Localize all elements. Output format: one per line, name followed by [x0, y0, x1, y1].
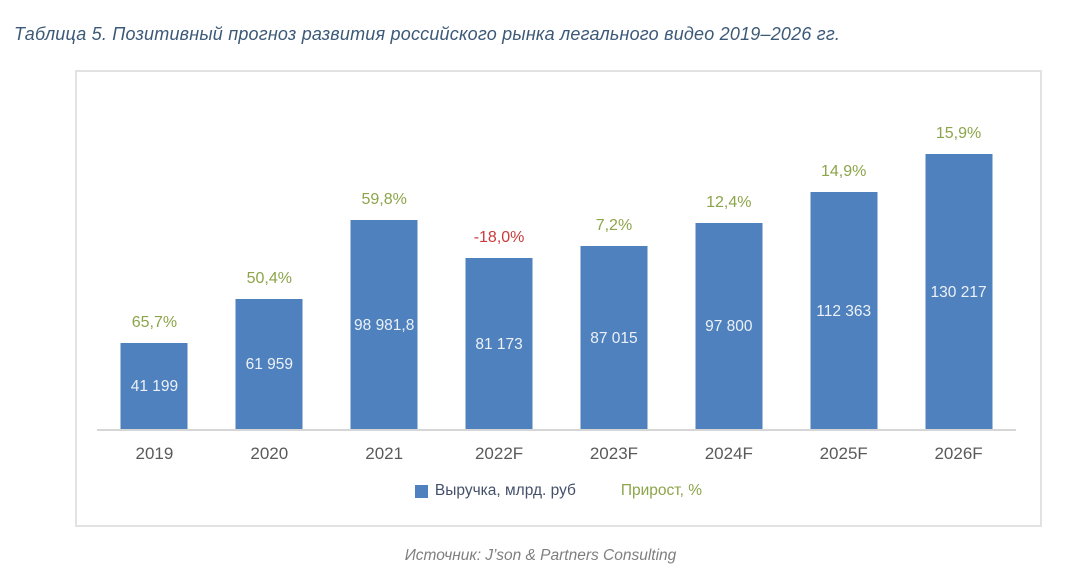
x-axis-label-2020: 2020 [250, 444, 289, 463]
legend-growth-item: Прирост, % [621, 482, 702, 500]
bar-value-label-2022F: 81 173 [475, 335, 523, 353]
x-axis-labels: 2019 2020 2021 2022F 2023F 2024F 2025F 2026F [97, 444, 1016, 464]
legend-growth-label: Прирост, % [620, 482, 703, 499]
bar-value-label-2023F: 87 015 [590, 329, 638, 347]
legend-revenue-item: Выручка, млрд. руб [414, 482, 576, 500]
source-caption: Источник: J’son & Partners Consulting [404, 547, 677, 564]
x-axis-label-2024F: 2024F [704, 444, 753, 463]
plot-area: 41 199 65,7% 61 959 50,4% 98 981,8 59,8% 81 17… [97, 72, 1016, 431]
bar-value-label-2021: 98 981,8 [354, 316, 415, 334]
bar-column-2024F: 97 800 12,4% [671, 72, 786, 431]
bar-column-2023F: 87 015 7,2% [557, 72, 672, 431]
x-axis-line [97, 429, 1016, 431]
growth-label-2022F: -18,0% [473, 229, 525, 246]
bar-column-2026F: 130 217 15,9% [901, 72, 1016, 431]
bar-column-2025F: 112 363 14,9% [786, 72, 901, 431]
growth-label-2024F: 12,4% [706, 194, 752, 211]
growth-label-2025F: 14,9% [821, 163, 867, 180]
growth-label-2020: 50,4% [246, 270, 292, 287]
revenue-bar-2022F: 81 173 [465, 258, 533, 431]
revenue-bar-2026F: 130 217 [925, 154, 993, 431]
bar-column-2020: 61 959 50,4% [212, 72, 327, 431]
revenue-bar-2021: 98 981,8 [350, 220, 418, 431]
bar-value-label-2025F: 112 363 [816, 302, 872, 320]
x-axis-label-2023F: 2023F [589, 444, 639, 463]
page-title: Таблица 5. Позитивный прогноз развития р… [14, 24, 841, 44]
revenue-bar-2020: 61 959 [235, 299, 303, 431]
x-axis-label-2019: 2019 [135, 444, 174, 463]
x-axis-label-2026F: 2026F [934, 444, 983, 463]
revenue-bar-2024F: 97 800 [695, 223, 763, 431]
revenue-bar-2025F: 112 363 [810, 192, 878, 431]
x-axis-label-2022F: 2022F [474, 444, 524, 463]
bar-value-label-2020: 61 959 [245, 356, 294, 373]
chart-legend: Выручка, млрд. руб Прирост, % [77, 482, 1040, 500]
bar-value-label-2026F: 130 217 [930, 283, 987, 301]
bar-column-2021: 98 981,8 59,8% [327, 72, 442, 431]
x-axis-label-2021: 2021 [365, 444, 404, 463]
growth-label-2026F: 15,9% [935, 125, 982, 142]
bar-column-2022F: 81 173 -18,0% [442, 72, 557, 431]
x-axis-label-2025F: 2025F [819, 444, 868, 463]
revenue-bar-2019: 41 199 [120, 343, 188, 431]
bar-value-label-2019: 41 199 [130, 378, 179, 395]
growth-label-2023F: 7,2% [595, 217, 633, 234]
bar-column-2019: 41 199 65,7% [97, 72, 212, 431]
revenue-series-swatch-icon [414, 484, 428, 498]
bar-value-label-2024F: 97 800 [705, 318, 753, 335]
growth-label-2019: 65,7% [131, 314, 178, 331]
growth-label-2021: 59,8% [361, 191, 407, 208]
revenue-bar-2023F: 87 015 [580, 246, 648, 431]
legend-revenue-label: Выручка, млрд. руб [434, 482, 576, 499]
chart-frame: 41 199 65,7% 61 959 50,4% 98 981,8 59,8% 81 17… [75, 70, 1042, 527]
